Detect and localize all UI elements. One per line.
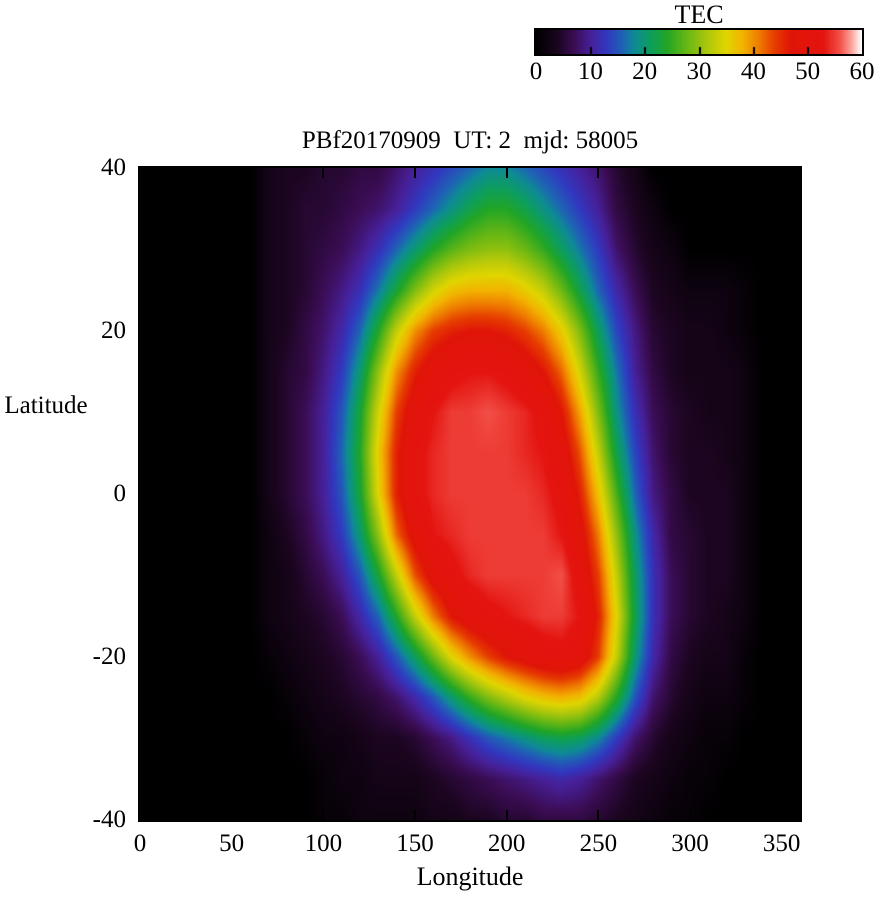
x-axis-tick [139, 168, 141, 178]
plot-area [138, 166, 802, 822]
x-tick-label: 0 [133, 830, 147, 857]
x-axis-tick [780, 168, 783, 178]
x-tick-label: 350 [762, 830, 801, 857]
x-axis-tick [230, 168, 233, 178]
x-axis-tick [414, 168, 416, 178]
x-tick-label: 200 [487, 830, 526, 857]
y-axis-tick [790, 819, 800, 821]
colorbar-tick-label: 30 [686, 58, 712, 85]
y-tick-label: 40 [101, 154, 126, 181]
x-axis-tick [505, 168, 508, 178]
tec-heatmap [140, 168, 800, 820]
y-tick-label: 0 [113, 480, 127, 507]
colorbar-tick-label: 40 [740, 58, 766, 85]
colorbar-tick-label: 60 [849, 58, 875, 85]
plot-title: PBf20170909 UT: 2 mjd: 58005 [301, 127, 639, 154]
x-tick-label: 150 [396, 830, 434, 857]
x-tick-label: 50 [219, 830, 245, 857]
y-axis-tick [140, 493, 150, 495]
x-axis-tick [597, 168, 600, 178]
y-axis-tick [140, 819, 150, 821]
y-axis-tick [140, 656, 150, 658]
y-tick-label: 20 [101, 317, 126, 344]
x-axis-tick [597, 810, 600, 820]
colorbar [534, 28, 864, 56]
y-axis-tick [790, 167, 800, 169]
y-tick-label: -40 [92, 806, 126, 833]
x-tick-label: 300 [671, 830, 709, 857]
x-tick-label: 250 [579, 830, 618, 857]
y-axis-tick [140, 167, 150, 169]
colorbar-tick-label: 10 [577, 58, 603, 85]
x-axis-tick [505, 810, 508, 820]
y-axis-tick [140, 330, 150, 332]
colorbar-tick-label: 20 [632, 58, 658, 85]
colorbar-title: TEC [674, 0, 724, 29]
y-axis-tick [790, 493, 800, 495]
x-axis-tick [322, 810, 325, 820]
x-axis-tick [230, 810, 233, 820]
colorbar-gradient [536, 30, 862, 54]
x-axis-tick [139, 810, 141, 820]
x-axis-tick [414, 810, 416, 820]
y-tick-label: -20 [92, 643, 126, 670]
x-axis-tick [780, 810, 783, 820]
x-axis-tick [322, 168, 325, 178]
colorbar-tick-label: 50 [795, 58, 821, 85]
x-tick-label: 100 [304, 830, 343, 857]
x-axis-tick [689, 810, 691, 820]
y-axis-label: Latitude [4, 392, 88, 419]
y-axis-tick [790, 656, 800, 658]
x-axis-tick [689, 168, 691, 178]
x-axis-label: Longitude [416, 862, 524, 891]
y-axis-tick [790, 330, 800, 332]
colorbar-tick-label: 0 [529, 58, 543, 85]
